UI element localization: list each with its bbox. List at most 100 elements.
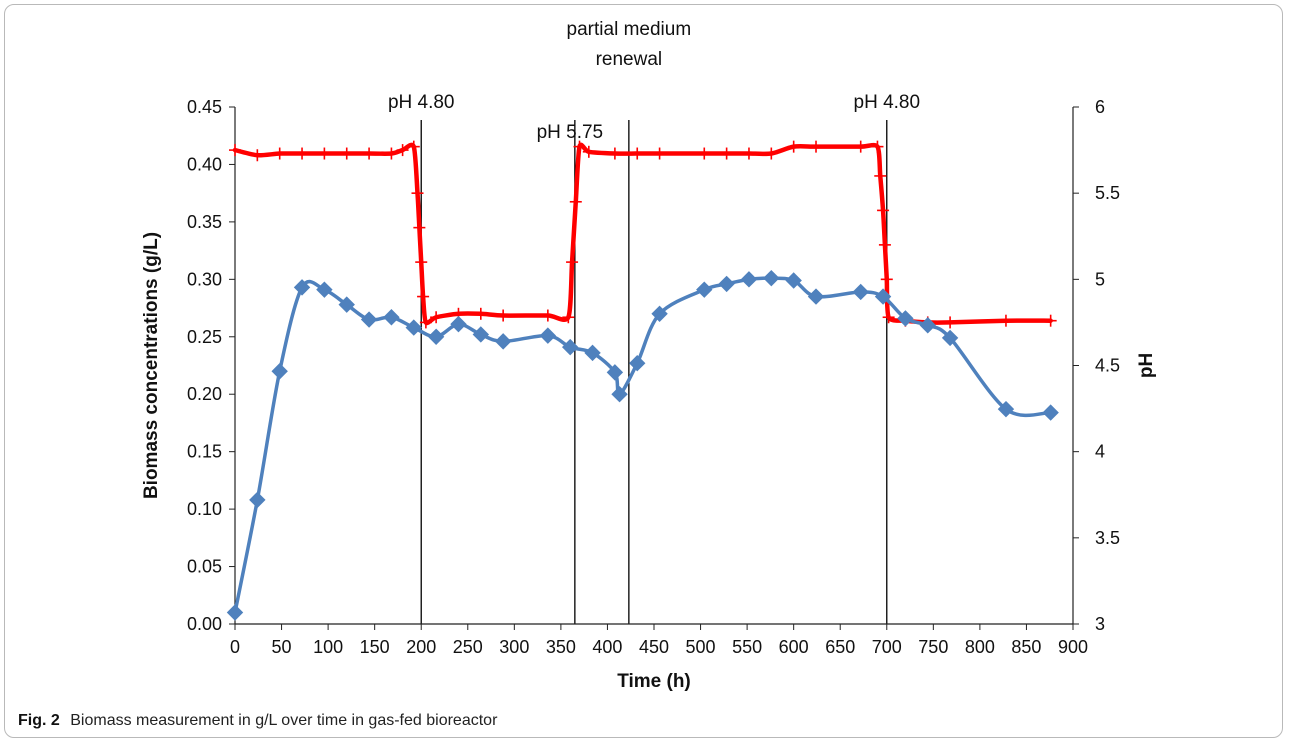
ph-point bbox=[419, 316, 432, 329]
ph-point bbox=[415, 256, 428, 269]
biomass-point bbox=[740, 271, 758, 288]
ph-point bbox=[877, 204, 890, 217]
biomass-point bbox=[1042, 404, 1059, 421]
biomass-point bbox=[611, 386, 628, 403]
figure-label: Fig. 2 bbox=[18, 712, 60, 729]
y-tick-label: 0.15 bbox=[187, 442, 222, 462]
biomass-point bbox=[338, 296, 355, 313]
biomass-point bbox=[561, 338, 579, 356]
x-tick-label: 750 bbox=[918, 637, 948, 657]
ph-point bbox=[541, 309, 554, 322]
ph-point bbox=[871, 140, 884, 153]
ph-point bbox=[396, 144, 409, 157]
biomass-point bbox=[316, 281, 333, 298]
ph-point bbox=[631, 147, 644, 160]
x-tick-label: 150 bbox=[360, 637, 390, 657]
biomass-point bbox=[271, 363, 288, 380]
ph-point bbox=[251, 149, 264, 162]
x-tick-label: 500 bbox=[686, 637, 716, 657]
ph-point bbox=[742, 147, 755, 160]
ph-point bbox=[608, 147, 621, 160]
x-tick-label: 600 bbox=[779, 637, 809, 657]
y2-tick-label: 4 bbox=[1095, 442, 1105, 462]
annotation-label: pH 4.80 bbox=[388, 92, 455, 113]
ph-point bbox=[880, 273, 893, 286]
ph-point bbox=[407, 140, 420, 153]
annotation-label: pH 4.80 bbox=[854, 92, 921, 113]
ph-point bbox=[810, 140, 823, 153]
x-tick-label: 250 bbox=[453, 637, 483, 657]
biomass-point bbox=[584, 344, 601, 362]
figure-caption: Fig. 2 Biomass measurement in g/L over t… bbox=[18, 712, 497, 730]
ph-point bbox=[569, 195, 582, 208]
biomass-point bbox=[941, 329, 959, 347]
ph-point bbox=[340, 147, 353, 160]
x-tick-label: 450 bbox=[639, 637, 669, 657]
biomass-point bbox=[897, 310, 914, 327]
ph-point bbox=[411, 187, 424, 200]
caption-text: Biomass measurement in g/L over time in … bbox=[70, 712, 498, 729]
x-tick-label: 850 bbox=[1011, 637, 1041, 657]
ph-point bbox=[413, 221, 426, 234]
ph-series-line bbox=[232, 142, 1053, 326]
ph-point bbox=[1044, 314, 1057, 327]
x-tick-label: 0 bbox=[230, 637, 240, 657]
biomass-point bbox=[293, 279, 311, 296]
ph-point bbox=[653, 147, 666, 160]
ph-point bbox=[999, 314, 1012, 327]
ph-point bbox=[385, 147, 398, 160]
annotation-label: renewal bbox=[596, 49, 663, 70]
biomass-point bbox=[696, 281, 713, 298]
x-tick-label: 700 bbox=[872, 637, 902, 657]
biomass-point bbox=[405, 319, 422, 336]
ph-point bbox=[874, 169, 887, 182]
y-tick-label: 0.00 bbox=[187, 614, 222, 634]
y-tick-label: 0.45 bbox=[187, 97, 222, 117]
ph-point bbox=[273, 147, 286, 160]
biomass-point bbox=[226, 604, 244, 621]
biomass-point bbox=[763, 269, 780, 287]
annotation-label: pH 5.75 bbox=[537, 122, 604, 143]
x-tick-label: 50 bbox=[272, 637, 292, 657]
ph-point bbox=[363, 147, 376, 160]
y-tick-label: 0.40 bbox=[187, 154, 222, 174]
y2-tick-label: 6 bbox=[1095, 97, 1105, 117]
biomass-point bbox=[539, 327, 557, 344]
ph-point bbox=[878, 238, 891, 251]
x-tick-label: 550 bbox=[732, 637, 762, 657]
biomass-point bbox=[494, 333, 512, 350]
biomass-point bbox=[718, 275, 735, 293]
ph-point bbox=[765, 147, 778, 160]
y2-tick-label: 5 bbox=[1095, 269, 1105, 289]
ph-point bbox=[787, 140, 800, 153]
ph-point bbox=[318, 147, 331, 160]
ph-point bbox=[944, 316, 957, 329]
biomass-point bbox=[383, 309, 400, 326]
y-tick-label: 0.05 bbox=[187, 557, 222, 577]
ph-point bbox=[566, 256, 579, 269]
y2-tick-label: 5.5 bbox=[1095, 183, 1120, 203]
x-tick-label: 900 bbox=[1058, 637, 1088, 657]
x-tick-label: 100 bbox=[313, 637, 343, 657]
y-tick-label: 0.25 bbox=[187, 327, 222, 347]
biomass-point bbox=[874, 288, 892, 305]
x-tick-label: 800 bbox=[965, 637, 995, 657]
biomass-point bbox=[919, 317, 936, 334]
biomass-point bbox=[427, 328, 445, 345]
x-axis-title: Time (h) bbox=[617, 671, 691, 692]
ph-point bbox=[562, 311, 575, 324]
ph-point bbox=[720, 147, 733, 160]
biomass-point bbox=[450, 315, 467, 333]
y-tick-label: 0.20 bbox=[187, 384, 222, 404]
y-tick-label: 0.10 bbox=[187, 499, 222, 519]
y2-tick-label: 4.5 bbox=[1095, 356, 1120, 376]
x-tick-label: 350 bbox=[546, 637, 576, 657]
biomass-point bbox=[785, 272, 802, 289]
ph-point bbox=[417, 290, 430, 303]
x-tick-label: 300 bbox=[499, 637, 529, 657]
ph-point bbox=[430, 311, 443, 324]
y-axis-title: Biomass concentrations (g/L) bbox=[141, 232, 162, 499]
biomass-point bbox=[629, 354, 646, 372]
x-tick-label: 400 bbox=[592, 637, 622, 657]
y2-tick-label: 3.5 bbox=[1095, 528, 1120, 548]
